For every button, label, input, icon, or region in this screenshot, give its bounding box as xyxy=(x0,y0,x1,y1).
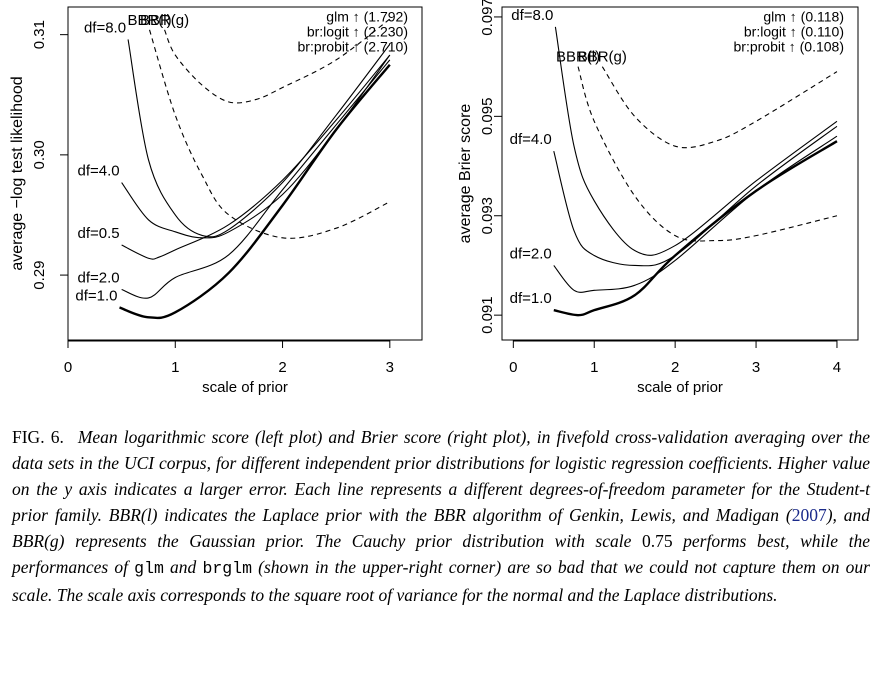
series-label: df=8.0 xyxy=(84,19,126,36)
x-tick-label: 1 xyxy=(171,359,179,376)
caption-code: brglm xyxy=(202,559,252,578)
y-tick-label: 0.31 xyxy=(31,20,48,49)
x-tick-label: 0 xyxy=(509,359,517,376)
series-label: df=2.0 xyxy=(78,269,120,286)
x-tick-label: 2 xyxy=(671,359,679,376)
plot: 0 1 2 3 0.29 0.30 0.31 scale of prior average −l… xyxy=(9,6,423,396)
y-tick-label: 0.29 xyxy=(31,260,48,289)
caption: FIG. 6. Mean logarithmic score (left plot… xyxy=(12,424,870,608)
caption-text: ), and BBR(g) represents the Gaussian pr… xyxy=(12,505,871,551)
x-tick-label: 3 xyxy=(386,359,394,376)
caption-text: performs best, while the performances of xyxy=(12,531,870,577)
y-tick-label: 0.30 xyxy=(31,140,48,169)
x-tick-label: 4 xyxy=(833,359,841,376)
series-line xyxy=(127,39,391,238)
annotation: br:probit ↑ (2.710) xyxy=(298,39,409,55)
series-label: df=4.0 xyxy=(78,162,120,179)
x-tick-label: 3 xyxy=(752,359,760,376)
annotation: br:probit ↑ (0.108) xyxy=(734,39,845,55)
caption-text: Mean logarithmic score (left plot) and B… xyxy=(12,427,870,525)
x-tick-label: 0 xyxy=(64,359,72,376)
y-tick-label: 0.093 xyxy=(479,197,496,235)
plot-box xyxy=(501,6,859,341)
annotation: glm ↑ (0.118) xyxy=(763,9,844,25)
annotation: br:logit ↑ (0.110) xyxy=(744,24,844,40)
plot: 0 1 2 3 4 0.091 0.093 0.095 0.097 scale of prior a… xyxy=(457,0,859,396)
series-label: BBR(g) xyxy=(578,49,627,66)
y-tick-label: 0.097 xyxy=(479,0,496,36)
plot-box xyxy=(67,6,423,341)
caption-text: and xyxy=(163,557,203,577)
series-label: df=0.5 xyxy=(78,225,120,242)
series-label: df=8.0 xyxy=(511,7,553,24)
series-label: BBR(l) xyxy=(127,12,171,29)
series-line xyxy=(149,29,391,239)
series-line xyxy=(121,54,391,239)
series-line xyxy=(553,125,838,267)
figure: 0 1 2 3 0.29 0.30 0.31 scale of prior average −l… xyxy=(9,0,859,396)
x-tick-label: 1 xyxy=(590,359,598,376)
y-tick-label: 0.091 xyxy=(479,296,496,334)
series-label: BBR(g) xyxy=(140,12,189,29)
annotation: br:logit ↑ (2.230) xyxy=(307,24,408,40)
series-label: df=4.0 xyxy=(510,131,552,148)
annotation: glm ↑ (1.792) xyxy=(326,9,408,25)
x-tick-label: 2 xyxy=(278,359,286,376)
series-line xyxy=(121,59,391,299)
series-label: df=1.0 xyxy=(510,290,552,307)
y-axis-title: average −log test likelihood xyxy=(9,76,26,270)
series-label: df=2.0 xyxy=(510,245,552,262)
series-line xyxy=(119,63,391,320)
y-tick-label: 0.095 xyxy=(479,98,496,136)
series-label: df=1.0 xyxy=(75,288,117,305)
series-line xyxy=(553,135,838,293)
series-line xyxy=(554,26,838,256)
citation-link[interactable]: 2007 xyxy=(791,505,827,525)
series-line xyxy=(577,66,838,242)
caption-label: FIG. 6. xyxy=(12,427,64,447)
caption-text: (shown in the upper-right corner) are so… xyxy=(12,557,870,605)
x-axis-title: scale of prior xyxy=(637,379,723,396)
series-line xyxy=(121,54,391,260)
y-axis-title: average Brier score xyxy=(457,104,474,244)
series-label: BBR(l) xyxy=(556,49,600,66)
caption-code: glm xyxy=(134,559,164,578)
series-line xyxy=(601,66,838,149)
caption-number: 0.75 xyxy=(641,531,673,551)
series-line xyxy=(553,140,838,317)
x-axis-title: scale of prior xyxy=(202,379,288,396)
series-line xyxy=(164,18,391,104)
